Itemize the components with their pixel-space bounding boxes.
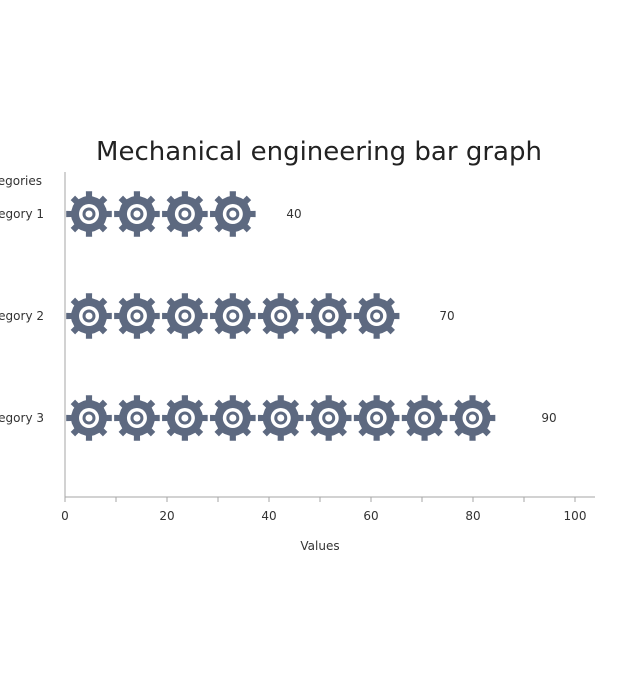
gear-icon	[114, 395, 160, 441]
gear-icon	[257, 395, 304, 441]
x-axis-label: Values	[300, 539, 339, 553]
gear-icon	[162, 395, 208, 441]
gear-icon	[305, 395, 352, 441]
x-tick-label: 100	[564, 509, 587, 523]
bar: Category 1 40	[0, 191, 302, 237]
gear-icon	[449, 395, 496, 441]
x-tick-label: 40	[261, 509, 276, 523]
x-tick-label: 0	[61, 509, 69, 523]
gear-icon	[114, 191, 160, 237]
y-axis-label: Categories	[0, 174, 42, 188]
x-tick-label: 20	[159, 509, 174, 523]
bars: Category 1 40 Category 2 70 Category 3 90	[0, 191, 557, 441]
gear-icon	[305, 293, 352, 339]
data-label: 40	[286, 207, 301, 221]
gear-icon	[401, 395, 448, 441]
gear-icon	[66, 395, 112, 441]
x-tick-label: 60	[363, 509, 378, 523]
x-tick-label: 80	[465, 509, 480, 523]
gear-icon	[210, 191, 256, 237]
bar: Category 2 70	[0, 293, 455, 339]
category-label: Category 3	[0, 411, 44, 425]
gear-icon	[114, 293, 160, 339]
gear-icon	[210, 293, 256, 339]
category-label: Category 1	[0, 207, 44, 221]
category-label: Category 2	[0, 309, 44, 323]
gear-icon	[162, 293, 208, 339]
x-ticks: 0 20 40 60 80 100	[61, 497, 586, 523]
gear-icon	[353, 395, 400, 441]
bar: Category 3 90	[0, 395, 557, 441]
data-label: 90	[541, 411, 556, 425]
gear-icon	[162, 191, 208, 237]
gear-icon	[353, 293, 400, 339]
gear-icon	[257, 293, 304, 339]
gear-icon	[210, 395, 256, 441]
gear-icon	[66, 293, 112, 339]
data-label: 70	[439, 309, 454, 323]
chart-title: Mechanical engineering bar graph	[96, 137, 542, 167]
gear-icon	[66, 191, 112, 237]
